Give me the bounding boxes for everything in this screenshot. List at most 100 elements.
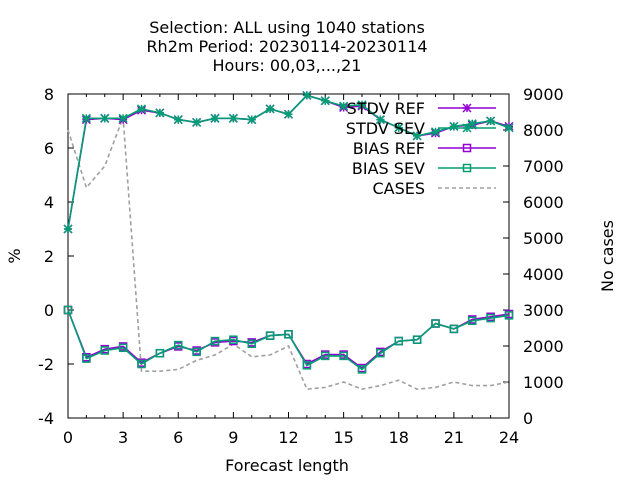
series-line	[67, 309, 510, 370]
y2-axis-label: No cases	[598, 220, 617, 292]
data-point	[81, 113, 91, 123]
y2-tick-label: 9000	[523, 85, 564, 104]
x-tick-label: 12	[278, 428, 298, 447]
ticks: 0 3 6 9 12 15 18 21 24-4-20246801000200030004000…	[38, 85, 564, 447]
series-stdv-sev	[63, 90, 514, 234]
data-point	[210, 113, 220, 123]
legend-entry: STDV REF	[347, 99, 496, 118]
y2-tick-label: 4000	[523, 265, 564, 284]
y-tick-label: 2	[44, 247, 54, 266]
data-point	[376, 348, 385, 358]
data-point	[357, 365, 367, 374]
data-point	[136, 104, 147, 114]
y-tick-label: -2	[38, 355, 54, 374]
data-point	[430, 127, 441, 137]
data-point	[339, 101, 349, 111]
data-point	[210, 336, 220, 346]
data-point	[339, 351, 348, 361]
data-point	[137, 359, 146, 369]
legend-marker	[462, 103, 472, 113]
data-point	[265, 104, 275, 114]
data-point	[486, 116, 496, 126]
x-tick-label: 0	[63, 428, 73, 447]
series-line	[67, 117, 510, 391]
y-tick-label: 0	[44, 301, 54, 320]
chart-title: Selection: ALL using 1040 stations Rh2m …	[146, 18, 427, 75]
data-point	[228, 113, 238, 123]
legend-marker	[462, 143, 472, 153]
legend-label: STDV SEV	[346, 119, 425, 138]
data-point	[375, 115, 385, 125]
plot-frame	[67, 93, 510, 419]
y-tick-label: 6	[44, 139, 54, 158]
data-point	[100, 113, 110, 123]
data-point	[118, 343, 128, 353]
data-point	[100, 346, 109, 355]
data-point	[174, 340, 183, 350]
x-tick-label: 6	[173, 428, 183, 447]
title-line-2: Rh2m Period: 20230114-20230114	[146, 37, 427, 56]
data-point	[283, 109, 294, 119]
data-point	[431, 319, 440, 328]
data-point	[265, 331, 275, 340]
y2-tick-label: 2000	[523, 337, 564, 356]
legend-label: CASES	[372, 179, 425, 198]
y-tick-label: -4	[38, 409, 54, 428]
data-point	[192, 117, 202, 127]
data-point	[412, 131, 422, 141]
x-tick-label: 15	[333, 428, 353, 447]
y-tick-label: 4	[44, 193, 54, 212]
data-point	[394, 336, 403, 346]
y2-tick-label: 7000	[523, 157, 564, 176]
legend-label: STDV REF	[347, 99, 425, 118]
legend-entry: BIAS REF	[353, 139, 496, 158]
y2-tick-label: 0	[523, 409, 533, 428]
data-point	[155, 348, 165, 358]
data-point	[247, 339, 256, 348]
y-axis-label: %	[5, 248, 24, 263]
legend-entry: STDV SEV	[346, 119, 496, 138]
data-point	[320, 96, 330, 106]
x-tick-label: 24	[499, 428, 519, 447]
series-bias-sev	[63, 305, 514, 374]
x-tick-label: 3	[118, 428, 128, 447]
legend-entry: CASES	[372, 179, 496, 198]
data-point	[504, 123, 514, 133]
y2-tick-label: 3000	[523, 301, 564, 320]
legend-marker	[462, 123, 472, 133]
x-tick-label: 18	[389, 428, 409, 447]
data-point	[449, 324, 459, 334]
series-layer	[63, 90, 514, 391]
data-point	[468, 316, 477, 326]
y2-tick-label: 5000	[523, 229, 564, 248]
legend-marker	[462, 163, 472, 173]
legend-label: BIAS REF	[353, 139, 425, 158]
title-line-3: Hours: 00,03,...,21	[213, 56, 362, 75]
y2-tick-label: 8000	[523, 121, 564, 140]
data-point	[321, 351, 330, 361]
data-point	[247, 115, 257, 125]
series-line	[67, 309, 510, 371]
series-bias-ref	[63, 305, 514, 373]
legend-entry: BIAS SEV	[352, 159, 496, 178]
data-point	[82, 354, 91, 363]
y-tick-label: 8	[44, 85, 54, 104]
data-point	[302, 90, 312, 100]
data-point	[63, 224, 73, 234]
data-point	[412, 335, 422, 344]
data-point	[229, 335, 238, 344]
legend-label: BIAS SEV	[352, 159, 425, 178]
title-line-1: Selection: ALL using 1040 stations	[149, 18, 425, 37]
series-cases	[67, 117, 510, 391]
data-point	[486, 313, 495, 323]
x-tick-label: 21	[444, 428, 464, 447]
x-tick-label: 9	[228, 428, 238, 447]
data-point	[155, 108, 165, 118]
data-point	[173, 115, 183, 125]
data-point	[192, 347, 201, 357]
data-point	[284, 330, 293, 339]
data-point	[394, 123, 404, 133]
data-point	[302, 361, 312, 370]
data-point	[357, 100, 367, 110]
